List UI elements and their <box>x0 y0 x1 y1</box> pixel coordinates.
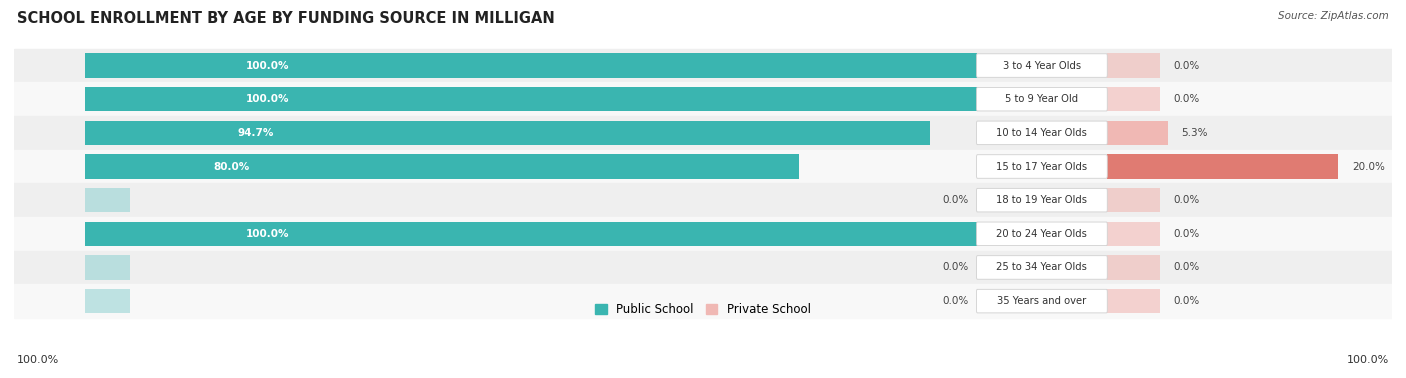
FancyBboxPatch shape <box>977 87 1108 111</box>
Text: 10 to 14 Year Olds: 10 to 14 Year Olds <box>997 128 1087 138</box>
Bar <box>86 289 129 313</box>
Text: 5 to 9 Year Old: 5 to 9 Year Old <box>1005 94 1078 104</box>
Text: 94.7%: 94.7% <box>238 128 274 138</box>
Bar <box>1107 289 1160 313</box>
Bar <box>86 87 977 111</box>
Bar <box>1107 222 1160 246</box>
Text: 0.0%: 0.0% <box>942 195 969 205</box>
FancyBboxPatch shape <box>977 155 1108 178</box>
Bar <box>14 284 1392 318</box>
Bar <box>1107 256 1160 280</box>
Legend: Public School, Private School: Public School, Private School <box>591 299 815 321</box>
Bar <box>14 183 1392 217</box>
Bar <box>86 154 799 179</box>
Bar <box>1107 154 1339 179</box>
FancyBboxPatch shape <box>977 222 1108 246</box>
Bar <box>14 251 1392 284</box>
Text: 15 to 17 Year Olds: 15 to 17 Year Olds <box>997 161 1087 172</box>
Bar <box>14 82 1392 116</box>
FancyBboxPatch shape <box>977 289 1108 313</box>
Bar <box>1107 87 1160 111</box>
Bar <box>1107 53 1160 77</box>
Text: 3 to 4 Year Olds: 3 to 4 Year Olds <box>1002 60 1081 71</box>
Text: 80.0%: 80.0% <box>214 161 250 172</box>
Text: 0.0%: 0.0% <box>1174 262 1199 273</box>
FancyBboxPatch shape <box>977 256 1108 279</box>
Bar <box>14 116 1392 150</box>
Text: 100.0%: 100.0% <box>1347 355 1389 365</box>
Text: 0.0%: 0.0% <box>1174 296 1199 306</box>
Bar <box>14 217 1392 251</box>
Text: 0.0%: 0.0% <box>1174 195 1199 205</box>
FancyBboxPatch shape <box>977 121 1108 145</box>
Text: Source: ZipAtlas.com: Source: ZipAtlas.com <box>1278 11 1389 21</box>
Bar <box>1107 188 1160 212</box>
Bar <box>86 256 129 280</box>
Text: SCHOOL ENROLLMENT BY AGE BY FUNDING SOURCE IN MILLIGAN: SCHOOL ENROLLMENT BY AGE BY FUNDING SOUR… <box>17 11 554 26</box>
Text: 5.3%: 5.3% <box>1181 128 1208 138</box>
Text: 20.0%: 20.0% <box>1351 161 1385 172</box>
Text: 35 Years and over: 35 Years and over <box>997 296 1087 306</box>
Text: 100.0%: 100.0% <box>246 229 290 239</box>
Bar <box>86 222 977 246</box>
Bar <box>86 188 129 212</box>
FancyBboxPatch shape <box>977 54 1108 77</box>
Text: 100.0%: 100.0% <box>17 355 59 365</box>
Bar <box>1107 121 1168 145</box>
Text: 0.0%: 0.0% <box>1174 94 1199 104</box>
Bar <box>14 49 1392 82</box>
Text: 0.0%: 0.0% <box>942 296 969 306</box>
Text: 100.0%: 100.0% <box>246 60 290 71</box>
Text: 0.0%: 0.0% <box>1174 60 1199 71</box>
Text: 100.0%: 100.0% <box>246 94 290 104</box>
Text: 0.0%: 0.0% <box>1174 229 1199 239</box>
Text: 20 to 24 Year Olds: 20 to 24 Year Olds <box>997 229 1087 239</box>
Text: 0.0%: 0.0% <box>942 262 969 273</box>
Bar <box>86 53 977 77</box>
Text: 25 to 34 Year Olds: 25 to 34 Year Olds <box>997 262 1087 273</box>
Text: 18 to 19 Year Olds: 18 to 19 Year Olds <box>997 195 1087 205</box>
FancyBboxPatch shape <box>977 188 1108 212</box>
Bar <box>86 121 929 145</box>
Bar <box>14 150 1392 183</box>
